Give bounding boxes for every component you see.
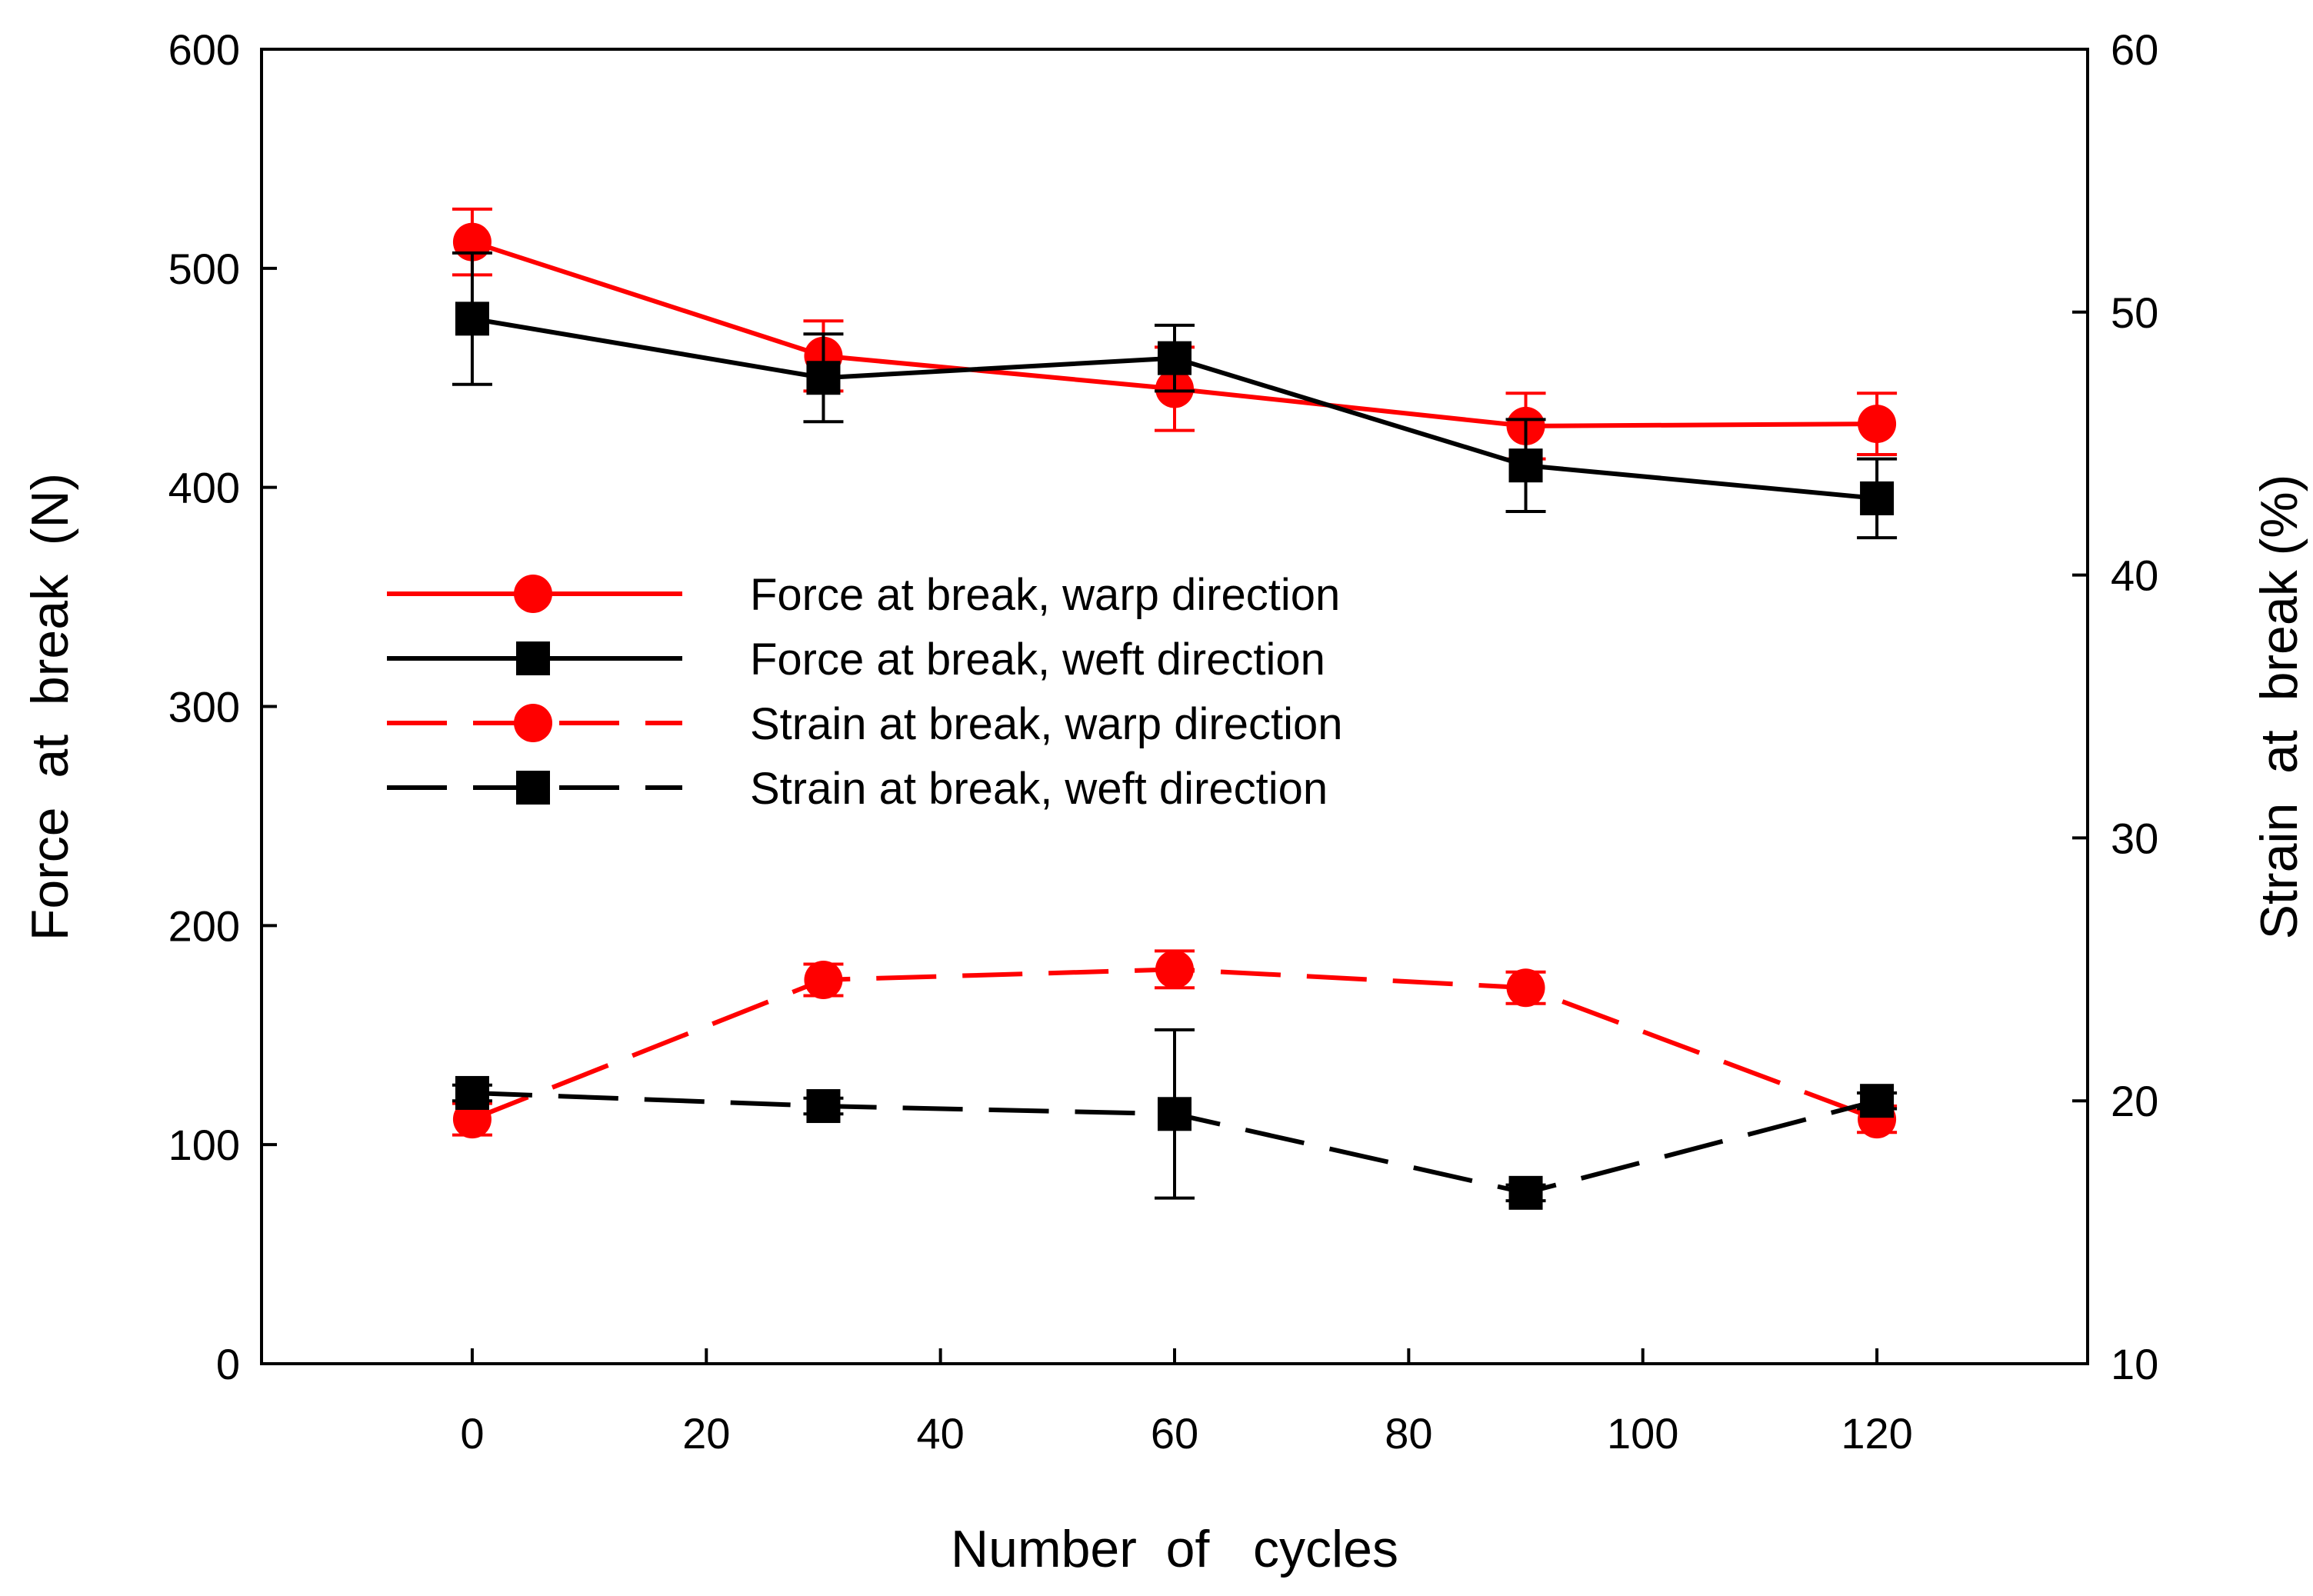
data-point xyxy=(1508,448,1543,483)
series-layer xyxy=(452,207,1898,1210)
x-tick-label: 80 xyxy=(1385,1409,1432,1458)
y-tick-label: 200 xyxy=(168,901,240,950)
legend-label: Force at break, warp direction xyxy=(750,570,1340,620)
data-point xyxy=(804,960,843,999)
y-tick-label: 100 xyxy=(168,1121,240,1169)
x-tick-label: 120 xyxy=(1841,1409,1912,1458)
legend-label: Force at break, weft direction xyxy=(750,635,1325,685)
legend-marker xyxy=(514,575,552,613)
x-tick-label: 20 xyxy=(682,1409,730,1458)
y2-axis-title: Strain at break (%) xyxy=(2250,475,2308,940)
legend-marker xyxy=(516,641,550,675)
y2-tick-label: 50 xyxy=(2111,288,2158,337)
x-tick-label: 40 xyxy=(916,1409,964,1458)
x-tick-label: 100 xyxy=(1607,1409,1678,1458)
data-point xyxy=(1858,405,1897,444)
legend-label: Strain at break, warp direction xyxy=(750,699,1342,749)
y-tick-label: 400 xyxy=(168,464,240,512)
legend-label: Strain at break, weft direction xyxy=(750,764,1328,814)
data-point xyxy=(806,361,841,395)
y2-tick-label: 30 xyxy=(2111,814,2158,862)
y2-tick-label: 60 xyxy=(2111,25,2158,74)
data-point xyxy=(1506,968,1545,1008)
data-point xyxy=(455,302,489,336)
series-2 xyxy=(452,251,1898,540)
ticks-layer: 0 20 40 60 80 100 120 0 100 200 300 400 500 600 10 20 30… xyxy=(168,25,2159,1458)
y-tick-label: 600 xyxy=(168,25,240,74)
legend-marker xyxy=(516,771,550,805)
y2-tick-label: 20 xyxy=(2111,1077,2158,1125)
data-point xyxy=(1860,1084,1895,1118)
data-point xyxy=(1155,950,1194,989)
y2-tick-label: 40 xyxy=(2111,551,2158,600)
x-axis-title: Number of cycles xyxy=(951,1520,1398,1578)
data-point xyxy=(1508,1175,1543,1210)
y2-tick-label: 10 xyxy=(2111,1340,2158,1388)
data-point xyxy=(1860,481,1895,515)
data-point xyxy=(806,1089,841,1124)
series-4 xyxy=(452,1028,1898,1210)
y-tick-label: 500 xyxy=(168,245,240,293)
legend-item: Force at break, warp direction xyxy=(387,570,1340,620)
y-axis-title: Force at break (N) xyxy=(21,473,79,941)
data-point xyxy=(455,1075,489,1110)
legend-marker xyxy=(514,704,552,742)
y-tick-label: 0 xyxy=(216,1340,240,1388)
x-tick-label: 60 xyxy=(1151,1409,1198,1458)
legend-item: Strain at break, weft direction xyxy=(387,764,1328,814)
legend: Force at break, warp direction Force at b… xyxy=(387,570,1342,814)
data-point xyxy=(1158,1097,1191,1131)
x-tick-label: 0 xyxy=(460,1409,484,1458)
legend-item: Strain at break, warp direction xyxy=(387,699,1342,749)
data-point xyxy=(1158,341,1191,375)
legend-item: Force at break, weft direction xyxy=(387,635,1325,685)
y-tick-label: 300 xyxy=(168,683,240,731)
